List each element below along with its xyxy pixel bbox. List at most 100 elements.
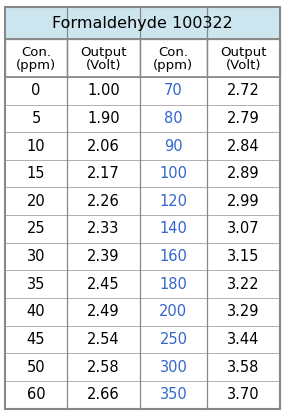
- Text: 1.00: 1.00: [87, 83, 120, 98]
- Text: 35: 35: [27, 277, 45, 292]
- Text: 2.26: 2.26: [87, 194, 120, 209]
- Bar: [67, 132, 140, 160]
- Text: 2.49: 2.49: [87, 305, 120, 319]
- Text: 20: 20: [27, 194, 45, 209]
- Bar: [5, 298, 67, 326]
- Text: (Volt): (Volt): [226, 59, 261, 72]
- Text: 250: 250: [159, 332, 188, 347]
- Bar: [140, 104, 207, 132]
- Bar: [140, 215, 207, 243]
- Text: 15: 15: [27, 166, 45, 181]
- Bar: [67, 39, 140, 77]
- Bar: [5, 215, 67, 243]
- Text: 3.70: 3.70: [227, 387, 260, 402]
- Bar: [5, 39, 67, 77]
- Text: (Volt): (Volt): [86, 59, 121, 72]
- Text: 3.58: 3.58: [227, 359, 260, 374]
- Bar: [140, 77, 207, 104]
- Bar: [5, 270, 67, 298]
- Text: 90: 90: [164, 139, 183, 154]
- Bar: [207, 270, 280, 298]
- Bar: [67, 160, 140, 188]
- Bar: [140, 298, 207, 326]
- Bar: [207, 132, 280, 160]
- Text: Formaldehyde 100322: Formaldehyde 100322: [52, 15, 233, 31]
- Bar: [140, 160, 207, 188]
- Bar: [5, 381, 67, 409]
- Text: 160: 160: [160, 249, 187, 264]
- Text: 60: 60: [27, 387, 45, 402]
- Text: 80: 80: [164, 111, 183, 126]
- Text: 2.79: 2.79: [227, 111, 260, 126]
- Bar: [207, 353, 280, 381]
- Text: 50: 50: [27, 359, 45, 374]
- Bar: [5, 132, 67, 160]
- Text: 3.22: 3.22: [227, 277, 260, 292]
- Text: 2.84: 2.84: [227, 139, 260, 154]
- Text: (ppm): (ppm): [16, 59, 56, 72]
- Text: 2.72: 2.72: [227, 83, 260, 98]
- Bar: [67, 326, 140, 353]
- Bar: [207, 243, 280, 270]
- Bar: [67, 77, 140, 104]
- Bar: [207, 77, 280, 104]
- Bar: [140, 326, 207, 353]
- Text: Con.: Con.: [21, 46, 51, 59]
- Bar: [207, 298, 280, 326]
- Bar: [5, 104, 67, 132]
- Text: 10: 10: [27, 139, 45, 154]
- Bar: [5, 77, 67, 104]
- Text: 2.58: 2.58: [87, 359, 120, 374]
- Text: 300: 300: [160, 359, 187, 374]
- Text: 2.89: 2.89: [227, 166, 260, 181]
- Text: (ppm): (ppm): [153, 59, 194, 72]
- Bar: [67, 243, 140, 270]
- Bar: [207, 188, 280, 215]
- Text: 200: 200: [159, 305, 188, 319]
- Text: Output: Output: [80, 46, 127, 59]
- Text: 350: 350: [160, 387, 187, 402]
- Bar: [67, 188, 140, 215]
- Bar: [207, 104, 280, 132]
- Bar: [67, 381, 140, 409]
- Text: 3.44: 3.44: [227, 332, 260, 347]
- Text: 70: 70: [164, 83, 183, 98]
- Bar: [207, 326, 280, 353]
- Text: 2.17: 2.17: [87, 166, 120, 181]
- Text: 180: 180: [160, 277, 187, 292]
- Text: 120: 120: [159, 194, 188, 209]
- Text: 1.90: 1.90: [87, 111, 120, 126]
- Bar: [140, 270, 207, 298]
- Text: 2.33: 2.33: [87, 221, 119, 236]
- Bar: [5, 160, 67, 188]
- Bar: [5, 353, 67, 381]
- Text: 3.07: 3.07: [227, 221, 260, 236]
- Text: 0: 0: [31, 83, 41, 98]
- Bar: [5, 243, 67, 270]
- Text: Output: Output: [220, 46, 267, 59]
- Bar: [140, 132, 207, 160]
- Text: 2.54: 2.54: [87, 332, 120, 347]
- Text: Con.: Con.: [158, 46, 188, 59]
- Bar: [5, 188, 67, 215]
- Text: 3.15: 3.15: [227, 249, 260, 264]
- Bar: [140, 39, 207, 77]
- Text: 2.06: 2.06: [87, 139, 120, 154]
- Bar: [140, 188, 207, 215]
- Text: 100: 100: [159, 166, 188, 181]
- Text: 2.39: 2.39: [87, 249, 120, 264]
- Text: 30: 30: [27, 249, 45, 264]
- Bar: [207, 381, 280, 409]
- Text: 5: 5: [31, 111, 41, 126]
- Text: 2.66: 2.66: [87, 387, 120, 402]
- Text: 3.29: 3.29: [227, 305, 260, 319]
- Bar: [67, 215, 140, 243]
- Text: 40: 40: [27, 305, 45, 319]
- Bar: [207, 215, 280, 243]
- Bar: [5, 7, 280, 39]
- Bar: [207, 39, 280, 77]
- Bar: [5, 326, 67, 353]
- Bar: [67, 353, 140, 381]
- Text: 2.99: 2.99: [227, 194, 260, 209]
- Bar: [140, 243, 207, 270]
